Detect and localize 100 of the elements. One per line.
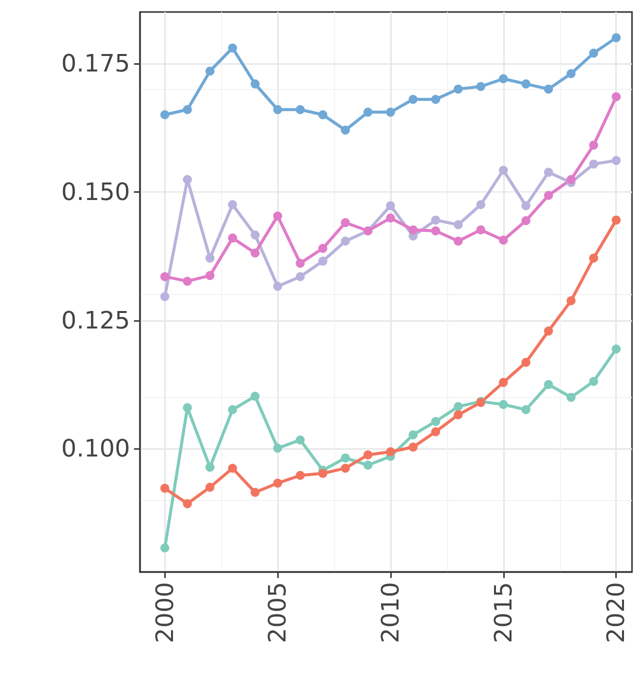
- point: [589, 140, 598, 150]
- point: [408, 225, 418, 234]
- point: [454, 410, 463, 420]
- point: [296, 105, 305, 114]
- point: [386, 108, 396, 117]
- point: [318, 256, 328, 266]
- point: [521, 216, 530, 226]
- point: [228, 464, 238, 473]
- point: [612, 33, 621, 42]
- point: [340, 218, 350, 228]
- point: [250, 248, 260, 258]
- point: [498, 236, 508, 245]
- point: [476, 200, 486, 210]
- point: [160, 272, 170, 282]
- point: [250, 488, 260, 497]
- point: [250, 392, 260, 401]
- point: [386, 201, 396, 210]
- point: [318, 468, 328, 478]
- point: [182, 276, 192, 286]
- x-tick-label: 2005: [264, 582, 292, 644]
- y-tick-label: 0.100: [61, 434, 130, 463]
- point: [566, 392, 576, 402]
- point: [363, 460, 372, 470]
- point: [454, 220, 463, 230]
- point: [182, 403, 192, 412]
- point: [160, 110, 170, 120]
- point: [340, 126, 350, 135]
- point: [228, 200, 238, 210]
- x-tick-label: 2020: [602, 582, 630, 644]
- y-tick-label: 0.175: [61, 49, 130, 78]
- point: [454, 402, 463, 412]
- point: [498, 166, 508, 175]
- point: [228, 405, 238, 414]
- point: [182, 105, 192, 114]
- point: [205, 66, 214, 76]
- point: [408, 442, 418, 452]
- point: [521, 79, 530, 88]
- point: [408, 430, 418, 440]
- point: [431, 416, 440, 426]
- point: [296, 470, 305, 480]
- point: [205, 462, 214, 472]
- point: [318, 244, 328, 253]
- point: [589, 160, 598, 169]
- point: [431, 427, 440, 436]
- point: [566, 174, 576, 184]
- point: [521, 405, 530, 414]
- point: [205, 482, 214, 492]
- point: [566, 69, 576, 78]
- point: [160, 292, 170, 302]
- x-tick-label: 2010: [376, 582, 405, 644]
- point: [386, 447, 396, 456]
- point: [498, 74, 508, 84]
- point: [454, 84, 463, 94]
- point: [273, 211, 282, 220]
- point: [544, 84, 553, 94]
- point: [544, 168, 553, 177]
- point: [205, 254, 214, 263]
- point: [296, 272, 305, 282]
- point: [228, 234, 238, 243]
- point: [566, 296, 576, 306]
- point: [273, 105, 282, 114]
- point: [589, 48, 598, 58]
- point: [431, 94, 440, 104]
- point: [182, 499, 192, 508]
- point: [476, 82, 486, 91]
- point: [498, 400, 508, 410]
- point: [273, 444, 282, 453]
- point: [589, 376, 598, 386]
- point: [544, 190, 553, 200]
- x-tick-label: 2000: [150, 582, 179, 644]
- point: [521, 201, 530, 210]
- y-tick-label: 0.150: [61, 178, 130, 206]
- point: [160, 543, 170, 552]
- point: [589, 254, 598, 263]
- point: [612, 216, 621, 225]
- point: [521, 358, 530, 367]
- point: [340, 453, 350, 462]
- point: [544, 326, 553, 336]
- point: [160, 484, 170, 493]
- point: [250, 230, 260, 240]
- point: [273, 478, 282, 488]
- point: [454, 236, 463, 246]
- y-tick-label: 0.125: [61, 306, 130, 334]
- point: [612, 344, 621, 354]
- point: [363, 108, 372, 117]
- point: [612, 156, 621, 165]
- point: [363, 450, 372, 460]
- point: [612, 92, 621, 102]
- point: [182, 174, 192, 184]
- point: [250, 79, 260, 88]
- point: [408, 94, 418, 104]
- point: [205, 271, 214, 280]
- point: [273, 282, 282, 291]
- point: [296, 435, 305, 444]
- point: [296, 258, 305, 268]
- point: [476, 225, 486, 234]
- point: [431, 216, 440, 225]
- x-tick-label: 2015: [489, 582, 518, 644]
- point: [544, 380, 553, 389]
- point: [340, 464, 350, 473]
